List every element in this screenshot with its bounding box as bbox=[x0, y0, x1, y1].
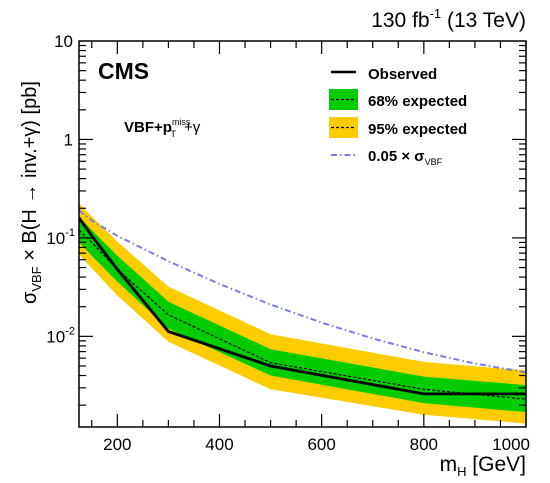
legend-label-68: 68% expected bbox=[368, 93, 467, 110]
channel-label: VBF+pmiss T +γ bbox=[124, 117, 201, 139]
legend-label-observed: Observed bbox=[368, 66, 437, 83]
y-tick-labels: 10-2 10-1 1 10 bbox=[46, 32, 75, 346]
observed-line bbox=[79, 216, 526, 396]
lumi-label: 130 fb-1 (13 TeV) bbox=[371, 6, 526, 32]
axis-ticks bbox=[79, 41, 527, 427]
x-tick-labels: 200 400 600 800 1000 bbox=[103, 435, 530, 454]
x-tick-label: 800 bbox=[410, 435, 438, 454]
x-axis-title: mH [GeV] bbox=[440, 453, 526, 479]
x-tick-label: 1000 bbox=[492, 435, 530, 454]
band-95-expected bbox=[79, 203, 526, 424]
theory-curve bbox=[79, 209, 526, 374]
plot-frame bbox=[78, 40, 527, 428]
y-tick-label: 1 bbox=[64, 130, 73, 149]
x-tick-label: 200 bbox=[103, 435, 131, 454]
y-tick-label: 10-1 bbox=[46, 227, 75, 248]
y-tick-label: 10-2 bbox=[46, 325, 75, 346]
legend: Observed 68% expected 95% expected 0.05 … bbox=[329, 66, 467, 167]
y-axis-title: σVBF × B(H → inv.+γ) [pb] bbox=[19, 81, 44, 304]
cms-label: CMS bbox=[98, 58, 149, 84]
y-tick-label: 10 bbox=[54, 32, 73, 51]
legend-label-95: 95% expected bbox=[368, 121, 467, 138]
x-tick-label: 600 bbox=[307, 435, 335, 454]
legend-label-theory: 0.05 × σVBF bbox=[368, 148, 443, 167]
expected-median-line bbox=[79, 229, 526, 400]
x-tick-label: 400 bbox=[205, 435, 233, 454]
